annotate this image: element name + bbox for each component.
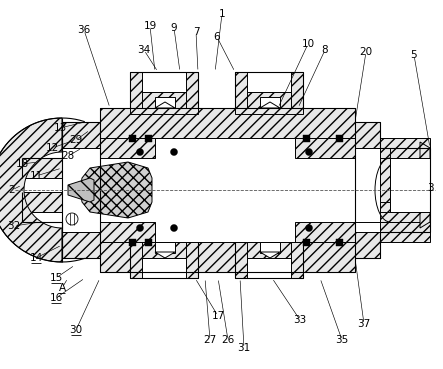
Bar xyxy=(130,72,198,108)
Bar xyxy=(235,242,303,278)
Text: 34: 34 xyxy=(137,45,151,55)
Bar xyxy=(295,138,355,158)
Bar xyxy=(247,92,291,108)
Text: 14: 14 xyxy=(29,253,43,263)
Text: 13: 13 xyxy=(53,123,66,133)
Circle shape xyxy=(171,224,178,231)
Bar xyxy=(155,242,175,253)
Bar xyxy=(235,72,303,108)
Bar xyxy=(235,108,303,114)
Text: 15: 15 xyxy=(49,273,62,283)
Text: 2: 2 xyxy=(9,185,16,195)
Bar xyxy=(142,242,186,258)
Bar xyxy=(100,138,355,242)
Bar xyxy=(142,258,186,278)
Bar xyxy=(380,138,430,158)
Bar xyxy=(390,158,430,212)
Bar xyxy=(62,148,100,232)
Text: 35: 35 xyxy=(335,335,349,345)
Bar xyxy=(380,148,430,222)
Bar xyxy=(22,192,62,212)
Bar xyxy=(62,232,100,258)
Polygon shape xyxy=(80,162,152,218)
Text: 5: 5 xyxy=(411,50,417,60)
Circle shape xyxy=(136,224,144,231)
Text: 19: 19 xyxy=(144,21,157,31)
Text: A: A xyxy=(58,283,66,293)
Bar xyxy=(130,242,198,278)
Bar xyxy=(155,97,175,108)
Bar xyxy=(128,238,136,245)
Bar xyxy=(144,134,152,141)
Bar xyxy=(380,222,430,242)
Text: 26: 26 xyxy=(222,335,235,345)
Bar xyxy=(100,108,355,138)
Text: 28: 28 xyxy=(62,151,74,161)
Polygon shape xyxy=(380,148,390,158)
Polygon shape xyxy=(380,202,390,212)
Text: 33: 33 xyxy=(293,315,307,325)
Text: 18: 18 xyxy=(16,159,29,169)
Polygon shape xyxy=(155,102,175,108)
Polygon shape xyxy=(260,102,280,108)
Bar xyxy=(62,122,100,148)
Bar xyxy=(303,134,311,141)
Text: 11: 11 xyxy=(29,171,43,181)
Text: 8: 8 xyxy=(322,45,328,55)
Bar xyxy=(260,242,280,253)
Text: 3: 3 xyxy=(427,183,433,193)
Bar xyxy=(355,232,380,258)
Text: 29: 29 xyxy=(70,135,83,145)
Bar xyxy=(247,72,291,92)
Bar xyxy=(303,238,311,245)
Bar xyxy=(355,148,430,222)
Text: 27: 27 xyxy=(203,335,217,345)
Bar xyxy=(100,138,155,158)
Bar xyxy=(155,138,295,242)
Text: 20: 20 xyxy=(359,47,373,57)
Bar xyxy=(295,222,355,242)
Text: 31: 31 xyxy=(237,343,251,353)
Bar xyxy=(355,122,380,148)
Circle shape xyxy=(171,148,178,155)
Text: 17: 17 xyxy=(211,311,225,321)
Bar xyxy=(130,108,198,114)
Bar xyxy=(260,97,280,108)
Text: 7: 7 xyxy=(193,27,199,37)
Bar xyxy=(22,158,62,178)
Text: 32: 32 xyxy=(8,221,21,231)
Text: 36: 36 xyxy=(78,25,91,35)
Bar xyxy=(100,242,355,272)
Text: 30: 30 xyxy=(70,325,82,335)
Bar xyxy=(247,258,291,278)
Text: 1: 1 xyxy=(219,9,225,19)
Bar xyxy=(144,238,152,245)
Text: 10: 10 xyxy=(301,39,315,49)
Text: 16: 16 xyxy=(49,293,62,303)
Bar xyxy=(142,92,186,108)
Text: 37: 37 xyxy=(358,319,371,329)
Bar xyxy=(390,158,430,212)
Polygon shape xyxy=(0,118,62,262)
Polygon shape xyxy=(155,252,175,258)
Circle shape xyxy=(136,148,144,155)
Circle shape xyxy=(306,224,312,231)
Circle shape xyxy=(306,148,312,155)
Polygon shape xyxy=(420,142,430,228)
Text: 9: 9 xyxy=(171,23,177,33)
Bar xyxy=(22,178,62,192)
Bar xyxy=(337,238,343,245)
Polygon shape xyxy=(68,178,94,202)
Bar xyxy=(100,222,155,242)
Bar xyxy=(128,134,136,141)
Bar xyxy=(337,134,343,141)
Bar xyxy=(247,242,291,258)
Bar xyxy=(142,72,186,92)
Text: 12: 12 xyxy=(45,143,58,153)
Polygon shape xyxy=(260,252,280,258)
Text: 6: 6 xyxy=(214,32,220,42)
